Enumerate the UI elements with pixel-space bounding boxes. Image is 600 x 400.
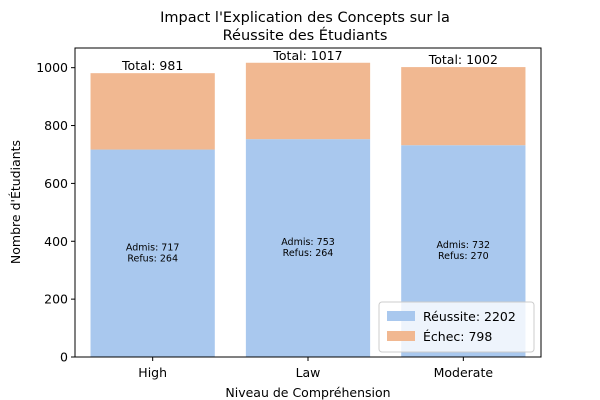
- legend: Réussite: 2202 Échec: 798: [378, 301, 535, 353]
- bar-label-admis: Admis: 753: [281, 237, 335, 248]
- bar-label-refus: Refus: 270: [438, 251, 489, 262]
- y-tick-label: 1000: [36, 60, 68, 75]
- x-axis-label: Niveau de Compréhension: [225, 385, 390, 400]
- bar-total-label: Total: 1002: [428, 52, 498, 67]
- bar-reussite-1: [245, 139, 371, 357]
- chart-title: Impact l'Explication des Concepts sur la…: [160, 10, 450, 44]
- legend-swatch: [387, 311, 415, 321]
- y-axis-label: Nombre d'Étudiants: [8, 140, 23, 264]
- y-tick-label: 800: [44, 118, 68, 133]
- y-tick-label: 200: [44, 292, 68, 307]
- legend-label: Échec: 798: [423, 329, 492, 344]
- legend-box: [378, 301, 535, 353]
- bar-label-admis: Admis: 732: [437, 240, 491, 251]
- bar-label-admis: Admis: 717: [126, 242, 180, 253]
- bar-label-refus: Refus: 264: [283, 248, 334, 259]
- chart-title-line2: Réussite des Étudiants: [223, 27, 388, 44]
- y-tick-label: 0: [60, 350, 68, 365]
- bar-label-refus: Refus: 264: [127, 253, 178, 264]
- x-tick-label: Moderate: [434, 365, 494, 380]
- bar-echec-1: [245, 62, 371, 140]
- bar-total-label: Total: 1017: [272, 48, 342, 63]
- bar-echec-2: [401, 67, 526, 146]
- bar-echec-0: [90, 73, 215, 150]
- totals-layer: Total: 981 Total: 1017 Total: 1002: [121, 48, 498, 73]
- bar-total-label: Total: 981: [121, 58, 183, 73]
- x-axis: High Law Moderate: [138, 357, 493, 380]
- x-tick-label: High: [138, 365, 167, 380]
- y-axis: 0 200 400 600 800 1000: [36, 60, 75, 365]
- bar-reussite-0: [90, 149, 215, 357]
- y-tick-label: 600: [44, 176, 68, 191]
- legend-swatch: [387, 331, 415, 341]
- x-tick-label: Law: [296, 365, 321, 380]
- legend-label: Réussite: 2202: [423, 309, 516, 324]
- chart-title-line1: Impact l'Explication des Concepts sur la: [160, 10, 450, 26]
- y-tick-label: 400: [44, 234, 68, 249]
